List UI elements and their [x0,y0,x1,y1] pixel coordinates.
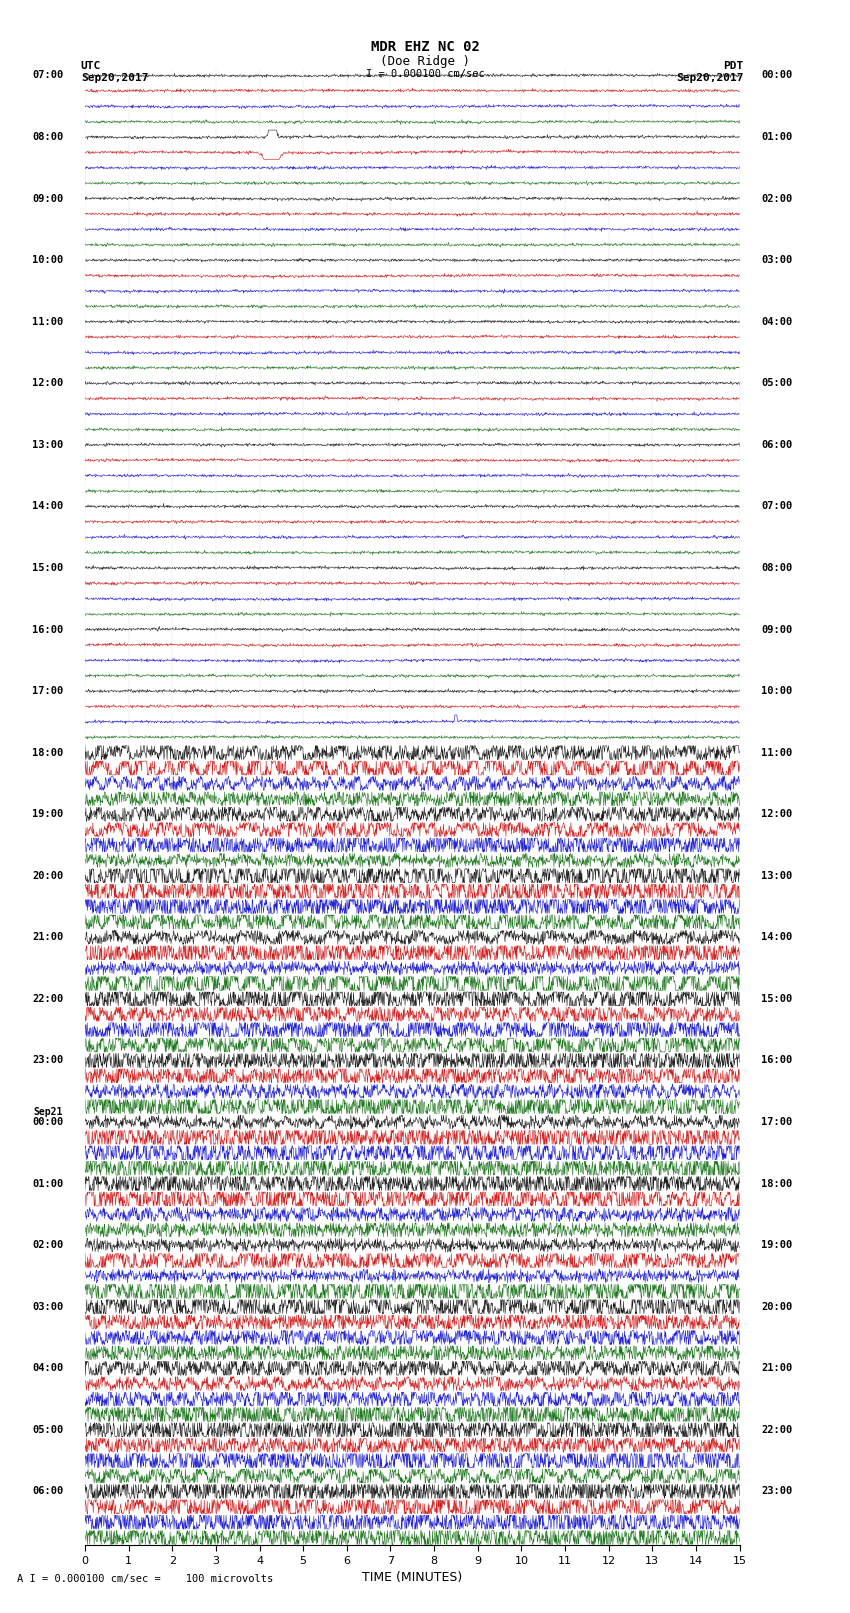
Text: 10:00: 10:00 [762,686,792,697]
Text: 13:00: 13:00 [762,871,792,881]
Text: A I = 0.000100 cm/sec =    100 microvolts: A I = 0.000100 cm/sec = 100 microvolts [17,1574,273,1584]
Text: 19:00: 19:00 [32,810,63,819]
Text: 12:00: 12:00 [32,379,63,389]
X-axis label: TIME (MINUTES): TIME (MINUTES) [362,1571,462,1584]
Text: 17:00: 17:00 [762,1118,792,1127]
Text: 21:00: 21:00 [762,1363,792,1373]
Text: 03:00: 03:00 [32,1302,63,1311]
Text: 17:00: 17:00 [32,686,63,697]
Text: 03:00: 03:00 [762,255,792,265]
Text: 19:00: 19:00 [762,1240,792,1250]
Text: (Doe Ridge ): (Doe Ridge ) [380,55,470,68]
Text: 00:00: 00:00 [32,1118,63,1127]
Text: 21:00: 21:00 [32,932,63,942]
Text: 14:00: 14:00 [762,932,792,942]
Text: 22:00: 22:00 [762,1424,792,1436]
Text: 09:00: 09:00 [32,194,63,203]
Text: 20:00: 20:00 [32,871,63,881]
Text: 02:00: 02:00 [762,194,792,203]
Text: 16:00: 16:00 [762,1055,792,1066]
Text: Sep20,2017: Sep20,2017 [81,73,148,82]
Text: 02:00: 02:00 [32,1240,63,1250]
Text: 08:00: 08:00 [762,563,792,573]
Text: 05:00: 05:00 [32,1424,63,1436]
Text: 20:00: 20:00 [762,1302,792,1311]
Text: 14:00: 14:00 [32,502,63,511]
Text: 01:00: 01:00 [762,132,792,142]
Text: UTC: UTC [81,61,101,71]
Text: 05:00: 05:00 [762,379,792,389]
Text: 07:00: 07:00 [32,71,63,81]
Text: 22:00: 22:00 [32,994,63,1003]
Text: 01:00: 01:00 [32,1179,63,1189]
Text: 04:00: 04:00 [762,316,792,327]
Text: 23:00: 23:00 [32,1055,63,1066]
Text: 06:00: 06:00 [762,440,792,450]
Text: MDR EHZ NC 02: MDR EHZ NC 02 [371,40,479,55]
Text: 13:00: 13:00 [32,440,63,450]
Text: 15:00: 15:00 [762,994,792,1003]
Text: Sep20,2017: Sep20,2017 [677,73,744,82]
Text: 23:00: 23:00 [762,1487,792,1497]
Text: I = 0.000100 cm/sec: I = 0.000100 cm/sec [366,69,484,79]
Text: 18:00: 18:00 [762,1179,792,1189]
Text: 12:00: 12:00 [762,810,792,819]
Text: 06:00: 06:00 [32,1487,63,1497]
Text: 11:00: 11:00 [762,748,792,758]
Text: 11:00: 11:00 [32,316,63,327]
Text: 09:00: 09:00 [762,624,792,634]
Text: 15:00: 15:00 [32,563,63,573]
Text: 18:00: 18:00 [32,748,63,758]
Text: PDT: PDT [723,61,744,71]
Text: 07:00: 07:00 [762,502,792,511]
Text: 04:00: 04:00 [32,1363,63,1373]
Text: 08:00: 08:00 [32,132,63,142]
Text: 10:00: 10:00 [32,255,63,265]
Text: Sep21: Sep21 [34,1108,63,1118]
Text: 00:00: 00:00 [762,71,792,81]
Text: 16:00: 16:00 [32,624,63,634]
